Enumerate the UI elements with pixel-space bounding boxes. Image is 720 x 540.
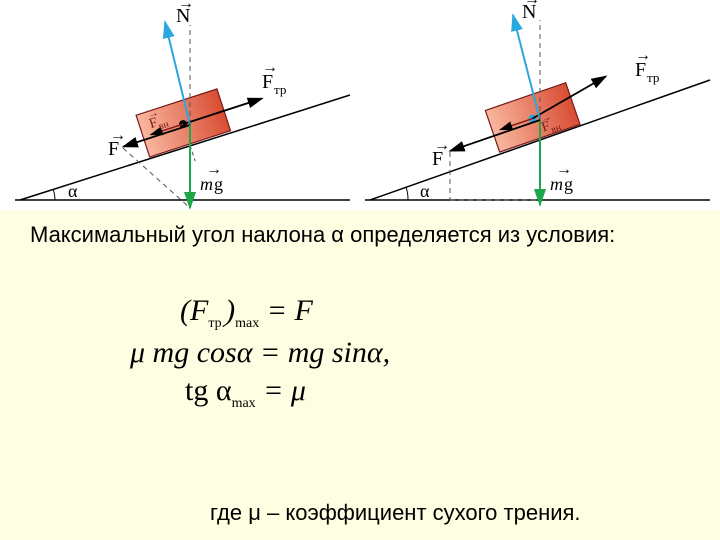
svg-text:α: α xyxy=(420,181,430,201)
svg-text:→: → xyxy=(434,137,450,154)
svg-text:→: → xyxy=(110,127,126,144)
left-diagram: α F вн → F тр → N → F → mg → xyxy=(15,0,350,208)
eq-1: (Fтр.)max = F xyxy=(180,294,390,332)
right-diagram: α F вн → F тр → N → mg → F → xyxy=(365,0,710,205)
eq-2: μ mg cosα = mg sinα, xyxy=(130,336,390,370)
svg-text:→: → xyxy=(206,161,222,178)
svg-text:→: → xyxy=(524,0,540,8)
svg-text:→: → xyxy=(635,47,651,64)
equations-block: (Fтр.)max = F μ mg cosα = mg sinα, tg αm… xyxy=(130,290,390,416)
svg-text:→: → xyxy=(556,161,572,178)
eq-3: tg αmax = μ xyxy=(185,374,390,412)
diagram-panel: α F вн → F тр → N → F → mg → α xyxy=(0,0,720,210)
svg-text:тр: тр xyxy=(647,70,659,85)
footer-text: где μ – коэффициент сухого трения. xyxy=(210,500,581,526)
physics-diagram-svg: α F вн → F тр → N → F → mg → α xyxy=(0,0,720,210)
svg-text:→: → xyxy=(178,0,194,12)
svg-text:→: → xyxy=(262,59,278,76)
svg-text:тр: тр xyxy=(274,82,286,97)
alpha-label-left: α xyxy=(68,181,78,201)
caption-text: Максимальный угол наклона α определяется… xyxy=(30,220,690,250)
